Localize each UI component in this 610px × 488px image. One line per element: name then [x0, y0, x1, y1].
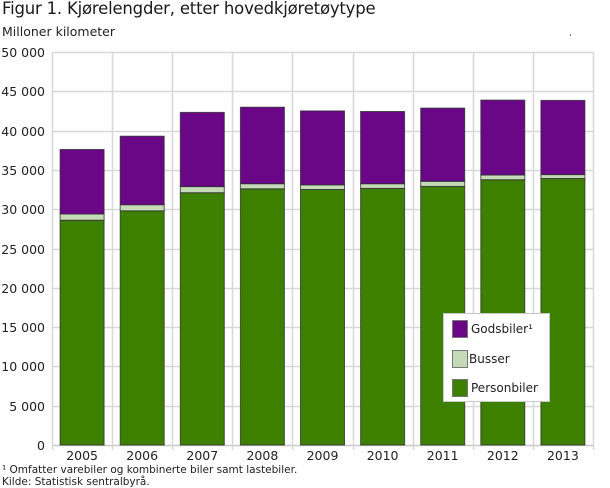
legend-label-busser: Busser: [469, 352, 510, 366]
bar-personbiler-2006: [119, 210, 165, 446]
x-tick-label: 2010: [367, 448, 399, 463]
y-tick-label: 50 000: [1, 45, 45, 60]
x-tick-label: 2012: [487, 448, 519, 463]
bar-busser-2012: [480, 174, 526, 181]
legend-item-personbiler: Personbiler: [452, 378, 538, 398]
stray-mark: [570, 34, 571, 36]
bar-busser-2013: [540, 174, 586, 180]
x-tick-label: 2007: [186, 448, 218, 463]
x-tick-labels: 2005 2006 2007 2008 2009 2010 2011 2012 2013: [66, 448, 579, 463]
y-tick-label: 15 000: [1, 320, 45, 335]
bar-personbiler-2005: [59, 219, 105, 446]
bar-personbiler-2010: [360, 187, 406, 446]
bar-personbiler-2009: [300, 189, 345, 446]
footnote: ¹ Omfatter varebiler og kombinerte biler…: [2, 464, 298, 476]
legend-swatch-godsbiler: [452, 320, 468, 338]
bar-godsbiler-2006: [119, 135, 165, 206]
y-tick-label: 10 000: [1, 359, 45, 374]
bar-personbiler-2008: [239, 188, 285, 446]
bars: [59, 99, 586, 446]
legend-swatch-personbiler: [452, 379, 468, 397]
legend-item-godsbiler: Godsbiler¹: [452, 319, 533, 339]
y-axis-label: Milloner kilometer: [2, 24, 116, 39]
bar-personbiler-2013: [540, 178, 586, 446]
bar-busser-2011: [420, 180, 466, 187]
bar-godsbiler-2012: [480, 99, 526, 176]
bar-godsbiler-2007: [179, 111, 225, 188]
bar-busser-2006: [119, 204, 165, 212]
x-tick-label: 2008: [246, 448, 278, 463]
chart-title: Figur 1. Kjørelengder, etter hovedkjøret…: [2, 0, 376, 18]
y-tick-label: 30 000: [1, 202, 45, 217]
legend-label-godsbiler: Godsbiler¹: [471, 322, 533, 336]
legend: Godsbiler¹ Busser Personbiler: [443, 313, 550, 402]
x-tick-label: 2011: [427, 448, 459, 463]
bar-busser-2010: [360, 183, 406, 189]
x-tick-label: 2006: [126, 448, 158, 463]
x-tick-label: 2009: [307, 448, 339, 463]
y-tick-label: 35 000: [1, 163, 45, 178]
y-tick-labels: 0 5 000 10 000 15 000 20 000 25 000 30 000 35 0…: [1, 45, 45, 453]
x-tick-label: 2005: [66, 448, 98, 463]
bar-godsbiler-2008: [239, 106, 285, 185]
y-tick-label: 45 000: [1, 84, 45, 99]
y-tick-label: 0: [37, 438, 45, 453]
legend-swatch-busser: [452, 350, 468, 368]
legend-item-busser: Busser: [452, 349, 510, 369]
y-tick-label: 25 000: [1, 242, 45, 257]
y-tick-label: 20 000: [1, 281, 45, 296]
bar-godsbiler-2011: [420, 107, 466, 182]
bar-busser-2007: [179, 186, 225, 194]
legend-label-personbiler: Personbiler: [471, 381, 538, 395]
bar-busser-2009: [300, 184, 345, 191]
x-tick-label: 2013: [547, 448, 579, 463]
bar-godsbiler-2013: [540, 99, 586, 176]
bar-godsbiler-2009: [300, 110, 345, 186]
bar-busser-2008: [239, 183, 285, 190]
bar-godsbiler-2010: [360, 111, 406, 185]
bar-godsbiler-2005: [59, 149, 105, 215]
y-tick-label: 5 000: [9, 399, 45, 414]
bar-busser-2005: [59, 213, 105, 221]
bar-personbiler-2007: [179, 192, 225, 446]
y-tick-label: 40 000: [1, 124, 45, 139]
source: Kilde: Statistisk sentralbyrå.: [2, 476, 150, 488]
